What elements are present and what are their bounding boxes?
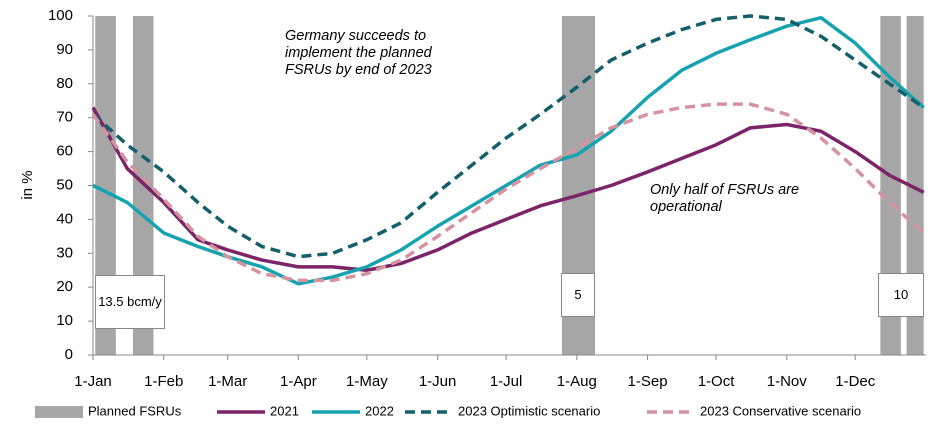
y-tick-label: 80 — [56, 75, 73, 92]
x-tick-label: 1-Dec — [835, 373, 876, 390]
fsru-capacity-box: 5 — [561, 273, 595, 317]
x-tick-label: 1-Jul — [490, 373, 523, 390]
x-tick-label: 1-Apr — [280, 373, 317, 390]
line-series — [91, 14, 925, 259]
legend-label: 2023 Conservative scenario — [700, 403, 861, 418]
line-series — [91, 106, 925, 272]
x-tick-label: 1-Mar — [208, 373, 247, 390]
y-tick-label: 50 — [56, 176, 73, 193]
fsru-bar — [880, 16, 901, 355]
annotation: Germany succeeds to implement the planne… — [285, 28, 432, 78]
y-tick-label: 30 — [56, 244, 73, 261]
x-tick-label: 1-Jan — [74, 373, 112, 390]
fsru-capacity-box: 10 — [878, 273, 924, 317]
x-tick-label: 1-Feb — [144, 373, 183, 390]
legend-label: 2021 — [270, 403, 299, 418]
y-tick-label: 100 — [48, 7, 73, 24]
legend-label: 2023 Optimistic scenario — [458, 403, 600, 418]
legend-swatch — [35, 406, 83, 418]
line-series — [92, 15, 925, 286]
annotation: Only half of FSRUs are operational — [650, 182, 800, 215]
fsru-capacity-box: 13.5 bcm/y — [95, 275, 165, 329]
line-series — [91, 102, 925, 283]
y-tick-label: 20 — [56, 278, 73, 295]
y-tick-label: 70 — [56, 109, 73, 126]
x-tick-label: 1-May — [346, 373, 388, 390]
y-tick-label: 60 — [56, 143, 73, 160]
x-tick-label: 1-Sep — [628, 373, 668, 390]
fsru-bar — [95, 16, 116, 355]
legend-label: 2022 — [365, 403, 394, 418]
y-tick-label: 10 — [56, 312, 73, 329]
y-tick-label: 90 — [56, 41, 73, 58]
legend-label: Planned FSRUs — [88, 403, 182, 418]
x-tick-label: 1-Aug — [557, 373, 597, 390]
y-tick-label: 40 — [56, 210, 73, 227]
x-tick-label: 1-Oct — [698, 373, 736, 390]
x-tick-label: 1-Nov — [767, 373, 808, 390]
y-axis-label: in % — [19, 170, 36, 199]
y-tick-label: 0 — [65, 346, 73, 363]
x-tick-label: 1-Jun — [419, 373, 457, 390]
